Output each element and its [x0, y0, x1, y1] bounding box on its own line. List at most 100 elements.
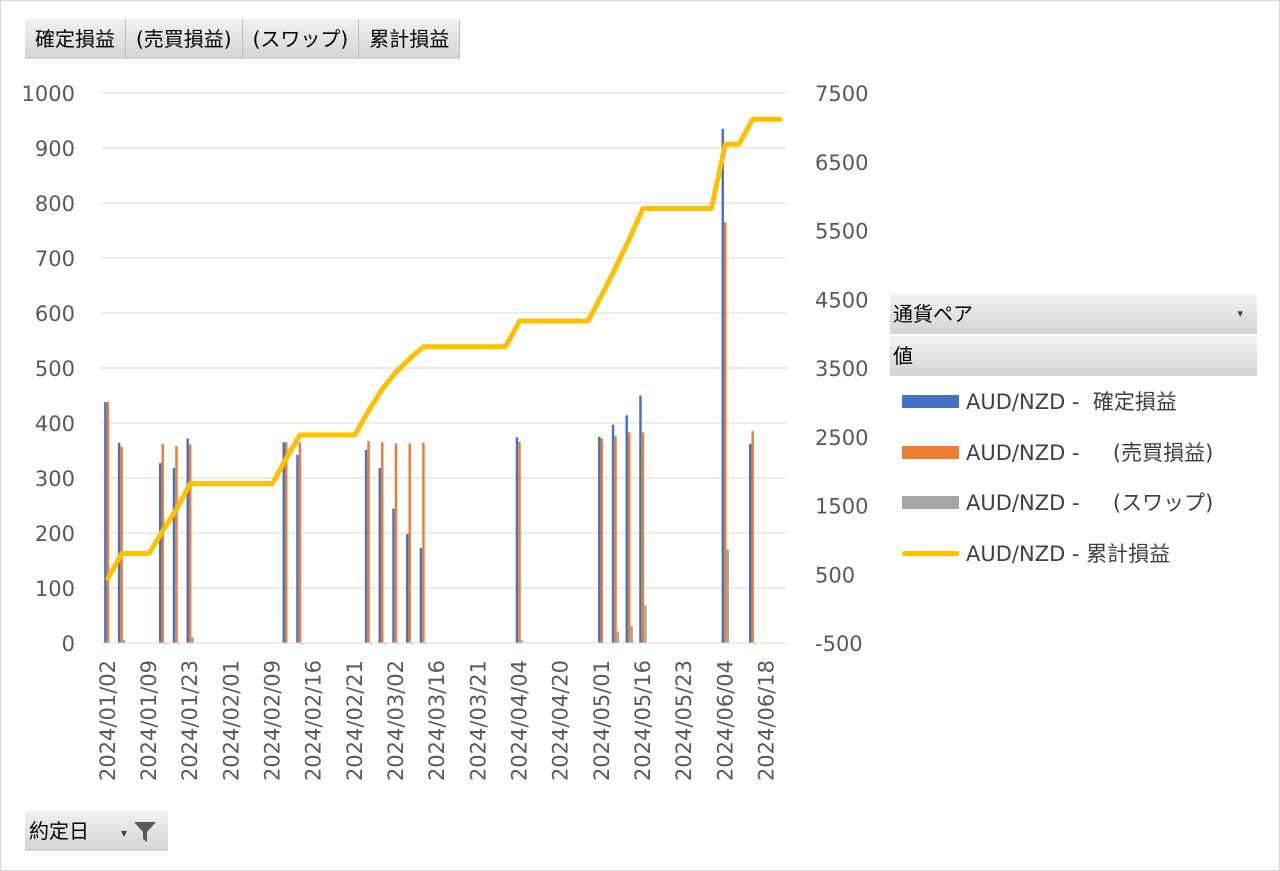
legend-label-swap: AUD/NZD - (スワップ): [966, 491, 1214, 515]
bar: [641, 432, 645, 643]
bar: [120, 446, 123, 643]
legend-swatch-line: [902, 550, 959, 556]
bar: [394, 443, 398, 643]
bar: [392, 508, 395, 643]
x-tick-label: 2024/03/16: [425, 660, 449, 781]
bar: [598, 436, 601, 643]
x-tick-label: 2024/02/09: [261, 660, 285, 781]
bar: [383, 643, 386, 645]
bar: [298, 442, 302, 643]
field-button-cumulative-pnl[interactable]: 累計損益: [359, 19, 461, 59]
bar: [419, 547, 423, 643]
bar: [186, 438, 189, 643]
legend-swatch-blue: [902, 394, 959, 408]
field-button-trading-pnl[interactable]: (売買損益): [126, 19, 243, 59]
x-tick-label: 2024/03/02: [384, 660, 408, 781]
y2-tick-label: 2500: [815, 426, 868, 450]
bar: [159, 463, 162, 643]
bar: [163, 643, 167, 645]
bar: [405, 534, 409, 643]
y-tick-label: 200: [35, 522, 75, 546]
x-tick-label: 2024/04/04: [507, 660, 531, 781]
y2-tick-label: 500: [815, 563, 855, 587]
bar: [644, 605, 647, 643]
bar: [410, 643, 414, 645]
bar: [721, 128, 725, 643]
y-tick-label: 900: [35, 137, 75, 161]
legend-field-currency-pair[interactable]: 通貨ペア ▾: [890, 294, 1257, 334]
y2-tick-label: 1500: [815, 495, 868, 519]
bar: [627, 432, 631, 643]
dropdown-arrow-icon[interactable]: ▾: [121, 826, 128, 840]
field-button-confirmed-pnl[interactable]: 確定損益: [25, 19, 126, 59]
bar: [188, 444, 192, 643]
x-tick-label: 2024/03/21: [466, 660, 490, 781]
y2-tick-label: 3500: [815, 357, 868, 381]
bar: [614, 436, 617, 643]
y-tick-label: 300: [35, 467, 75, 491]
bar: [625, 415, 628, 643]
bar: [378, 468, 382, 643]
bar: [724, 222, 727, 643]
y-tick-label: 700: [35, 247, 75, 271]
legend-item-confirmed[interactable]: AUD/NZD - 確定損益: [902, 386, 1177, 416]
filter-button-label: 約定日: [29, 819, 89, 843]
legend-item-trading[interactable]: AUD/NZD - (売買損益): [902, 437, 1213, 467]
legend-values-label: 値: [893, 344, 913, 368]
legend-label-confirmed: AUD/NZD - 確定損益: [966, 390, 1177, 414]
y-tick-label: 100: [35, 577, 75, 601]
bar: [106, 402, 110, 643]
y-tick-label: 800: [35, 192, 75, 216]
bar: [520, 640, 524, 643]
field-button-swap[interactable]: (スワップ): [242, 19, 360, 59]
bar: [408, 443, 411, 643]
y-tick-label: 400: [35, 412, 75, 436]
x-tick-label: 2024/01/23: [178, 660, 202, 781]
bar: [191, 637, 194, 643]
dropdown-arrow-icon[interactable]: ▾: [1237, 307, 1243, 320]
bar: [177, 643, 181, 645]
bar: [284, 442, 288, 643]
x-tick-label: 2024/01/02: [96, 660, 120, 781]
bar: [122, 639, 126, 643]
value-field-buttons: 確定損益 (売買損益) (スワップ) 累計損益: [25, 19, 461, 59]
bar: [616, 631, 620, 643]
x-tick-label: 2024/01/09: [137, 660, 161, 781]
legend-label-cumulative: AUD/NZD - 累計損益: [966, 542, 1171, 566]
y-tick-label: 1000: [22, 82, 75, 106]
filter-button-trade-date[interactable]: 約定日 ▾: [25, 811, 168, 851]
bar: [424, 643, 428, 645]
bar: [175, 446, 178, 643]
bar: [639, 395, 642, 643]
x-tick-label: 2024/02/01: [219, 660, 243, 781]
x-tick-label: 2024/05/01: [590, 660, 614, 781]
cumulative-line: [105, 116, 783, 581]
bar: [117, 442, 121, 643]
bar: [367, 441, 370, 643]
y-tick-label: 500: [35, 357, 75, 381]
y2-tick-label: -500: [815, 632, 863, 656]
bar: [630, 625, 633, 643]
y2-tick-label: 6500: [815, 151, 868, 175]
legend-values-header: 値: [890, 336, 1257, 376]
filter-funnel-icon[interactable]: [133, 820, 157, 844]
bar: [369, 643, 373, 645]
bar: [172, 468, 176, 643]
bar: [104, 402, 107, 643]
bar: [296, 454, 299, 643]
legend-item-swap[interactable]: AUD/NZD - (スワップ): [902, 487, 1213, 517]
y-tick-label: 0: [62, 632, 75, 656]
bar: [751, 431, 754, 643]
bar: [364, 449, 368, 643]
bar: [301, 643, 304, 645]
y2-tick-label: 7500: [815, 82, 868, 106]
bar: [397, 643, 400, 645]
bar: [515, 437, 519, 643]
x-tick-label: 2024/06/18: [754, 660, 778, 781]
bar: [753, 643, 757, 645]
legend-item-cumulative[interactable]: AUD/NZD - 累計損益: [902, 538, 1170, 568]
legend-swatch-orange: [902, 445, 959, 459]
bar: [422, 442, 425, 643]
legend-field-label: 通貨ペア: [893, 302, 973, 326]
